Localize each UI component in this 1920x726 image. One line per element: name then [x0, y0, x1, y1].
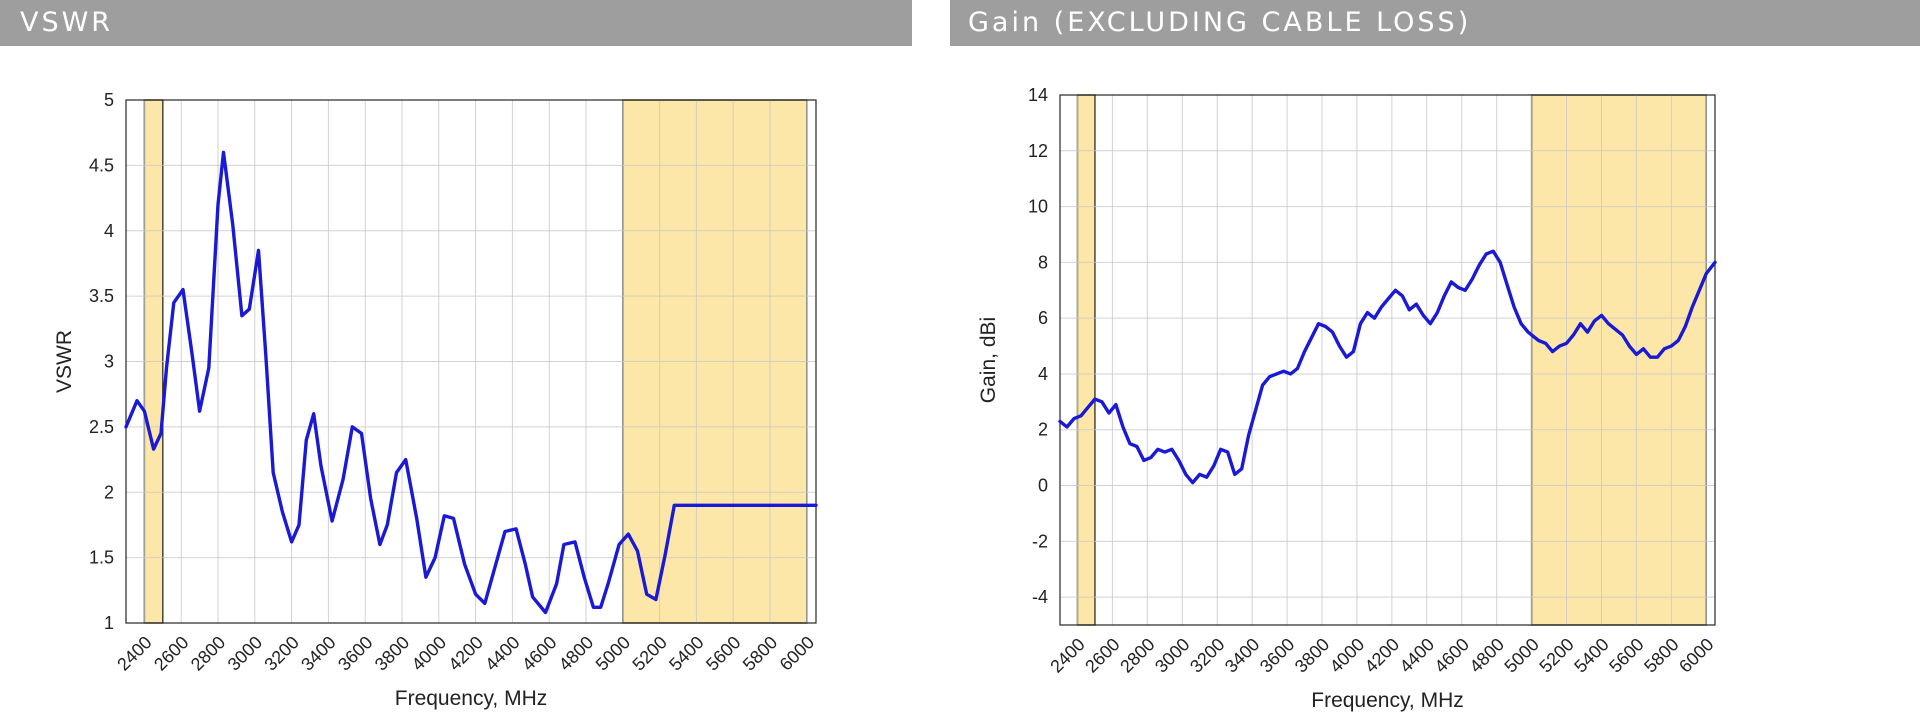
- gain-xtick-label: 4600: [1431, 634, 1473, 676]
- vswr-ytick-label: 2.5: [89, 417, 114, 437]
- gain-ytick-label: 12: [1028, 141, 1048, 161]
- vswr-ytick-label: 4.5: [89, 155, 114, 175]
- vswr-xtick-label: 3600: [334, 632, 376, 674]
- vswr-xtick-label: 2800: [187, 632, 229, 674]
- vswr-ytick-label: 1.5: [89, 548, 114, 568]
- gain-axes-frame: [1059, 94, 1716, 626]
- gain-ytick-label: 14: [1028, 85, 1048, 105]
- gain-xtick-label: 3000: [1151, 634, 1193, 676]
- vswr-xtick-label: 5000: [592, 632, 634, 674]
- gain-ytick-label: 10: [1028, 197, 1048, 217]
- gain-xtick-label: 3800: [1291, 634, 1333, 676]
- vswr-xtick-label: 4600: [518, 632, 560, 674]
- gain-ytick-label: 8: [1038, 252, 1048, 272]
- vswr-ytick-label: 5: [104, 90, 114, 110]
- gain-ytick-label: -4: [1032, 587, 1048, 607]
- gain-xtick-label: 5000: [1500, 634, 1542, 676]
- vswr-xtick-label: 2600: [150, 632, 192, 674]
- gain-ytick-label: -2: [1032, 531, 1048, 551]
- vswr-xtick-label: 4800: [555, 632, 597, 674]
- vswr-ytick-label: 2: [104, 482, 114, 502]
- vswr-xtick-label: 5600: [702, 632, 744, 674]
- vswr-xtick-label: 3400: [297, 632, 339, 674]
- vswr-y-axis-label: VSWR: [53, 330, 76, 393]
- gain-xtick-label: 5400: [1570, 634, 1612, 676]
- vswr-xtick-label: 5400: [665, 632, 707, 674]
- vswr-xtick-label: 5200: [628, 632, 670, 674]
- gain-xtick-label: 5600: [1605, 634, 1647, 676]
- gain-ytick-label: 0: [1038, 476, 1048, 496]
- gain-xtick-label: 4800: [1466, 634, 1508, 676]
- gain-ytick-label: 6: [1038, 308, 1048, 328]
- vswr-xtick-label: 4000: [408, 632, 450, 674]
- vswr-xtick-label: 4200: [444, 632, 486, 674]
- gain-xtick-label: 2800: [1116, 634, 1158, 676]
- vswr-xtick-label: 5800: [739, 632, 781, 674]
- gain-xtick-label: 2600: [1081, 634, 1123, 676]
- gain-xtick-label: 4200: [1361, 634, 1403, 676]
- gain-panel-title: Gain (EXCLUDING CABLE LOSS): [950, 0, 1920, 46]
- vswr-xtick-label: 3200: [260, 632, 302, 674]
- gain-xtick-label: 5800: [1640, 634, 1682, 676]
- gain-xtick-label: 3400: [1221, 634, 1263, 676]
- vswr-series-line-0: [124, 150, 818, 615]
- vswr-ytick-label: 3: [104, 352, 114, 372]
- gain-chart: -4-2024681012142400260028003000320034003…: [977, 85, 1718, 712]
- gain-band-0: [1076, 94, 1096, 626]
- gain-ytick-label: 2: [1038, 420, 1048, 440]
- gain-xtick-label: 5200: [1535, 634, 1577, 676]
- gain-x-axis-label: Frequency, MHz: [1311, 689, 1464, 712]
- vswr-axes-frame: [125, 99, 817, 624]
- gain-xtick-label: 2400: [1046, 634, 1088, 676]
- gain-series-line-0: [1058, 249, 1717, 485]
- gain-xtick-label: 3600: [1256, 634, 1298, 676]
- vswr-chart: 1 1.5 2 2.5 3 3.5 4 4.5 5 24002600280030003200340…: [53, 90, 818, 710]
- gain-xtick-label: 4000: [1326, 634, 1368, 676]
- vswr-xtick-label: 3000: [224, 632, 266, 674]
- vswr-ytick-label: 3.5: [89, 286, 114, 306]
- vswr-ytick-label: 4: [104, 221, 114, 241]
- vswr-xtick-label: 3800: [371, 632, 413, 674]
- vswr-x-axis-label: Frequency, MHz: [395, 687, 548, 710]
- vswr-xtick-label: 4400: [481, 632, 523, 674]
- vswr-panel-title: VSWR: [0, 0, 912, 46]
- vswr-xtick-label: 6000: [776, 632, 818, 674]
- vswr-ytick-label: 1: [104, 613, 114, 633]
- gain-y-axis-label: Gain, dBi: [977, 317, 1000, 403]
- gain-band-1: [1530, 94, 1707, 626]
- gain-xtick-label: 3200: [1186, 634, 1228, 676]
- gain-xtick-label: 6000: [1675, 634, 1717, 676]
- gain-ytick-label: 4: [1038, 364, 1048, 384]
- gain-xtick-label: 4400: [1396, 634, 1438, 676]
- vswr-xtick-label: 2400: [113, 632, 155, 674]
